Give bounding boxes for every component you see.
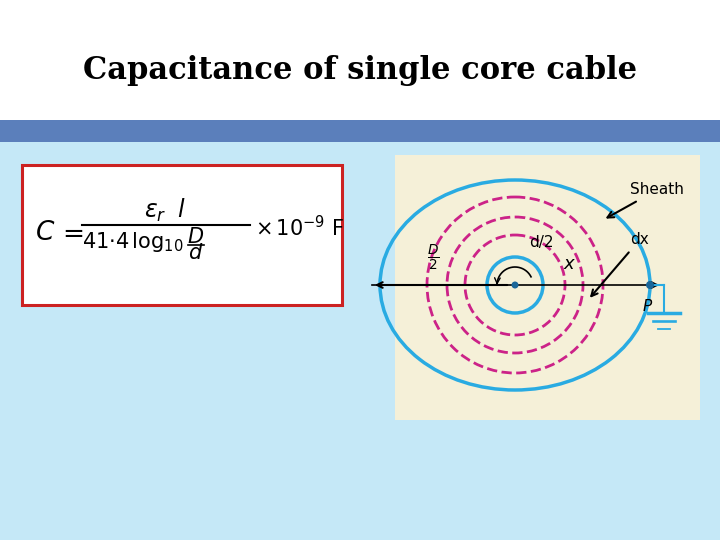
Text: Capacitance of single core cable: Capacitance of single core cable	[83, 55, 637, 85]
Circle shape	[511, 281, 518, 288]
Circle shape	[646, 281, 654, 289]
Text: $x$: $x$	[563, 255, 577, 273]
Text: $d$: $d$	[189, 243, 204, 263]
Text: $41{\cdot}4\,\log_{10}$: $41{\cdot}4\,\log_{10}$	[82, 230, 184, 254]
Text: $D$: $D$	[187, 227, 204, 247]
Text: Sheath: Sheath	[608, 183, 684, 218]
Text: $\varepsilon_r \;\; l$: $\varepsilon_r \;\; l$	[144, 197, 186, 224]
Bar	[0, 120, 720, 142]
Bar	[0, 142, 720, 540]
FancyBboxPatch shape	[395, 155, 700, 420]
Text: P: P	[642, 299, 652, 314]
Text: $\frac{D}{2}$: $\frac{D}{2}$	[427, 243, 439, 273]
Text: $C$: $C$	[35, 220, 55, 246]
Text: d/2: d/2	[529, 235, 554, 251]
Text: $=$: $=$	[57, 220, 84, 246]
Text: $\times\,10^{-9}$ F: $\times\,10^{-9}$ F	[255, 215, 344, 241]
FancyBboxPatch shape	[22, 165, 342, 305]
Text: dx: dx	[591, 233, 649, 296]
